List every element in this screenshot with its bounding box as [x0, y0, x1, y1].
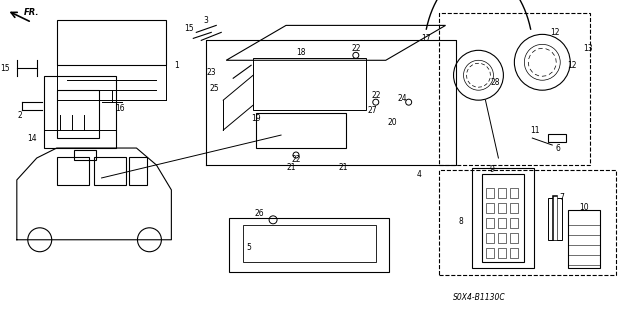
Bar — [486, 218, 495, 228]
Bar — [129, 157, 147, 185]
Bar — [499, 218, 506, 228]
Bar — [93, 157, 125, 185]
Text: 1: 1 — [174, 61, 179, 70]
Bar — [486, 203, 495, 213]
Bar — [483, 174, 524, 262]
Bar — [499, 203, 506, 213]
Bar — [486, 233, 495, 243]
Text: 11: 11 — [531, 125, 540, 135]
Text: 22: 22 — [371, 91, 381, 100]
Bar — [568, 210, 600, 268]
Text: 25: 25 — [210, 84, 220, 93]
Text: 7: 7 — [560, 193, 564, 202]
Text: 16: 16 — [115, 104, 124, 113]
Text: 5: 5 — [246, 243, 252, 252]
Text: 13: 13 — [583, 44, 593, 53]
Bar — [499, 233, 506, 243]
Text: 12: 12 — [550, 28, 560, 37]
Text: 21: 21 — [338, 164, 348, 172]
Bar — [510, 203, 518, 213]
Bar — [74, 150, 95, 160]
Bar — [510, 188, 518, 198]
Text: 12: 12 — [568, 61, 577, 70]
Text: 28: 28 — [491, 78, 500, 87]
Text: 15: 15 — [0, 64, 10, 73]
Text: 6: 6 — [556, 144, 561, 153]
Bar — [499, 248, 506, 258]
Bar — [57, 90, 99, 138]
Text: FR.: FR. — [24, 8, 39, 17]
Bar — [510, 248, 518, 258]
Text: 14: 14 — [27, 133, 36, 143]
Text: 26: 26 — [254, 209, 264, 218]
Text: S0X4-B1130C: S0X4-B1130C — [452, 292, 506, 301]
Text: 23: 23 — [207, 68, 216, 77]
Bar — [472, 168, 534, 268]
Text: 8: 8 — [458, 217, 463, 226]
Text: 3: 3 — [204, 16, 209, 25]
Text: 18: 18 — [296, 48, 306, 57]
Bar — [256, 113, 346, 148]
Bar — [486, 188, 495, 198]
Text: 4: 4 — [416, 171, 421, 180]
Text: 9: 9 — [490, 165, 495, 174]
Text: 17: 17 — [421, 34, 431, 43]
Text: 2: 2 — [17, 111, 22, 120]
Bar — [57, 157, 88, 185]
Bar — [510, 218, 518, 228]
Bar — [438, 170, 616, 275]
Text: 22: 22 — [291, 156, 301, 164]
Bar — [548, 198, 562, 240]
Text: 15: 15 — [184, 24, 194, 33]
Bar — [438, 13, 590, 165]
Text: 21: 21 — [286, 164, 296, 172]
Bar — [548, 134, 566, 142]
Bar — [499, 188, 506, 198]
Bar — [44, 76, 116, 148]
Bar — [510, 233, 518, 243]
Text: 19: 19 — [252, 114, 261, 123]
Bar — [486, 248, 495, 258]
Text: 20: 20 — [388, 118, 397, 127]
Text: 24: 24 — [398, 94, 408, 103]
Text: 10: 10 — [579, 204, 589, 212]
Text: 27: 27 — [368, 106, 378, 115]
Text: 22: 22 — [351, 44, 360, 53]
